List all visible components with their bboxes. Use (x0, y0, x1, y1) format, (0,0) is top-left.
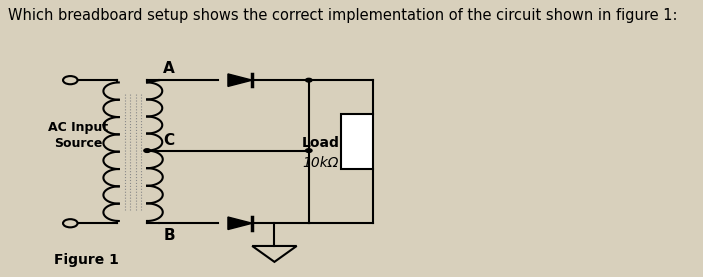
Circle shape (306, 149, 312, 152)
Text: Source: Source (54, 137, 103, 150)
Polygon shape (228, 74, 252, 86)
Text: Which breadboard setup shows the correct implementation of the circuit shown in : Which breadboard setup shows the correct… (8, 8, 678, 23)
Bar (341, 114, 373, 169)
Circle shape (306, 78, 312, 82)
Circle shape (144, 149, 150, 152)
Text: AC Input: AC Input (49, 121, 108, 134)
Text: 10kΩ: 10kΩ (303, 156, 339, 170)
Text: A: A (163, 61, 175, 76)
Text: C: C (163, 133, 174, 148)
Text: Load: Load (302, 136, 340, 150)
Text: Figure 1: Figure 1 (54, 253, 119, 266)
Polygon shape (228, 217, 252, 230)
Text: B: B (163, 228, 175, 243)
